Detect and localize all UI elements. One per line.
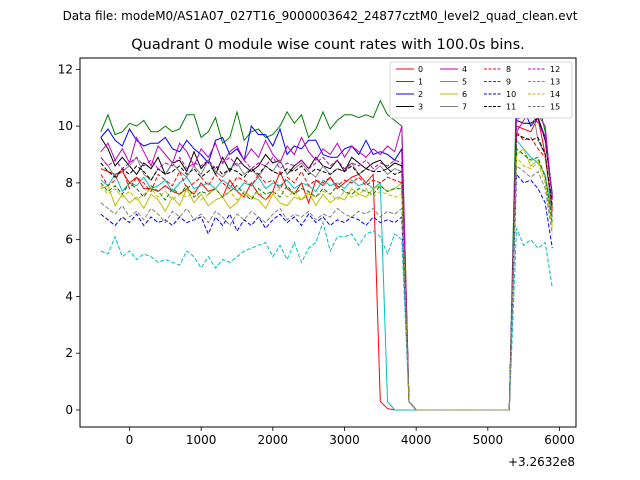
x-tick-label: 1000 (186, 433, 217, 447)
chart-title: Quadrant 0 module wise count rates with … (131, 37, 525, 53)
x-axis-ticks: 0 1000 2000 3000 4000 5000 6000 (126, 427, 575, 447)
y-tick-label: 2 (65, 346, 73, 360)
legend-label-4: 4 (462, 65, 467, 74)
legend-label-10: 10 (506, 90, 516, 99)
x-tick-label: 3000 (329, 433, 360, 447)
x-offset-label: +3.2632e8 (508, 455, 575, 469)
x-tick-label: 4000 (401, 433, 432, 447)
legend-label-5: 5 (462, 78, 467, 87)
legend-label-0: 0 (418, 65, 423, 74)
legend-label-15: 15 (550, 103, 560, 112)
legend-label-3: 3 (418, 103, 423, 112)
legend-label-14: 14 (550, 90, 560, 99)
y-axis-ticks: 0 2 4 6 8 10 12 (58, 62, 80, 417)
legend-label-6: 6 (462, 90, 467, 99)
y-tick-label: 12 (58, 62, 73, 76)
legend-label-9: 9 (506, 78, 511, 87)
legend-label-13: 13 (550, 78, 560, 87)
series-line-15 (100, 164, 553, 411)
x-tick-label: 2000 (258, 433, 289, 447)
legend-label-8: 8 (506, 65, 511, 74)
x-tick-label: 5000 (473, 433, 504, 447)
series-layer (100, 73, 553, 411)
figure-suptitle: Data file: modeM0/AS1A07_027T16_90000036… (63, 9, 578, 23)
y-tick-label: 4 (65, 289, 73, 303)
y-tick-label: 10 (58, 119, 73, 133)
legend-label-11: 11 (506, 103, 516, 112)
x-tick-label: 6000 (544, 433, 575, 447)
y-tick-label: 0 (65, 403, 73, 417)
x-tick-label: 0 (126, 433, 134, 447)
series-line-13 (100, 220, 553, 411)
series-line-12 (100, 111, 553, 411)
y-tick-label: 6 (65, 233, 73, 247)
legend-label-1: 1 (418, 78, 423, 87)
y-tick-label: 8 (65, 176, 73, 190)
legend-label-2: 2 (418, 90, 423, 99)
legend-label-7: 7 (462, 103, 467, 112)
series-line-14 (100, 155, 553, 411)
legend-frame (389, 61, 573, 119)
legend-label-12: 12 (550, 65, 560, 74)
